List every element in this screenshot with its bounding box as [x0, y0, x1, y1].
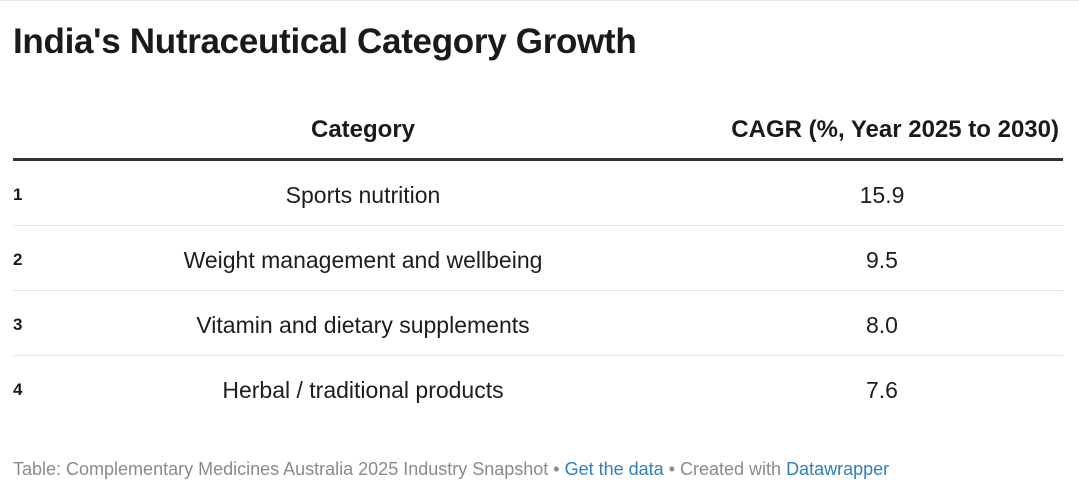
table-row: 2 Weight management and wellbeing 9.5: [13, 226, 1063, 291]
row-category: Herbal / traditional products: [222, 377, 504, 403]
source-note: Table: Complementary Medicines Australia…: [13, 459, 549, 479]
row-category: Sports nutrition: [285, 182, 441, 208]
row-cagr-value: 7.6: [866, 377, 898, 403]
row-cagr-value: 8.0: [866, 312, 898, 338]
table-row: 1 Sports nutrition 15.9: [13, 161, 1063, 226]
row-category: Vitamin and dietary supplements: [196, 312, 530, 338]
footer-separator: •: [663, 459, 680, 479]
row-cagr-value: 9.5: [866, 247, 898, 273]
data-table: Category CAGR (%, Year 2025 to 2030) 1 S…: [13, 102, 1063, 421]
table-body: 1 Sports nutrition 15.9 2 Weight managem…: [13, 161, 1063, 421]
top-divider: [0, 0, 1079, 1]
row-rank: 4: [13, 380, 23, 399]
column-header-cagr[interactable]: CAGR (%, Year 2025 to 2030): [731, 116, 1059, 143]
row-rank: 2: [13, 250, 23, 269]
table-header: Category CAGR (%, Year 2025 to 2030): [13, 102, 1063, 161]
row-rank: 1: [13, 185, 23, 204]
footer-separator: •: [548, 459, 565, 479]
table-row: 4 Herbal / traditional products 7.6: [13, 356, 1063, 421]
chart-title: India's Nutraceutical Category Growth: [13, 22, 637, 61]
chart-footer: Table: Complementary Medicines Australia…: [13, 459, 889, 480]
get-the-data-link[interactable]: Get the data: [564, 459, 664, 479]
row-rank: 3: [13, 315, 23, 334]
table-row: 3 Vitamin and dietary supplements 8.0: [13, 291, 1063, 356]
column-header-category[interactable]: Category: [310, 116, 416, 143]
row-category: Weight management and wellbeing: [183, 247, 543, 273]
created-with-text: Created with: [680, 459, 787, 479]
row-cagr-value: 15.9: [859, 182, 905, 208]
datawrapper-link[interactable]: Datawrapper: [786, 459, 890, 479]
